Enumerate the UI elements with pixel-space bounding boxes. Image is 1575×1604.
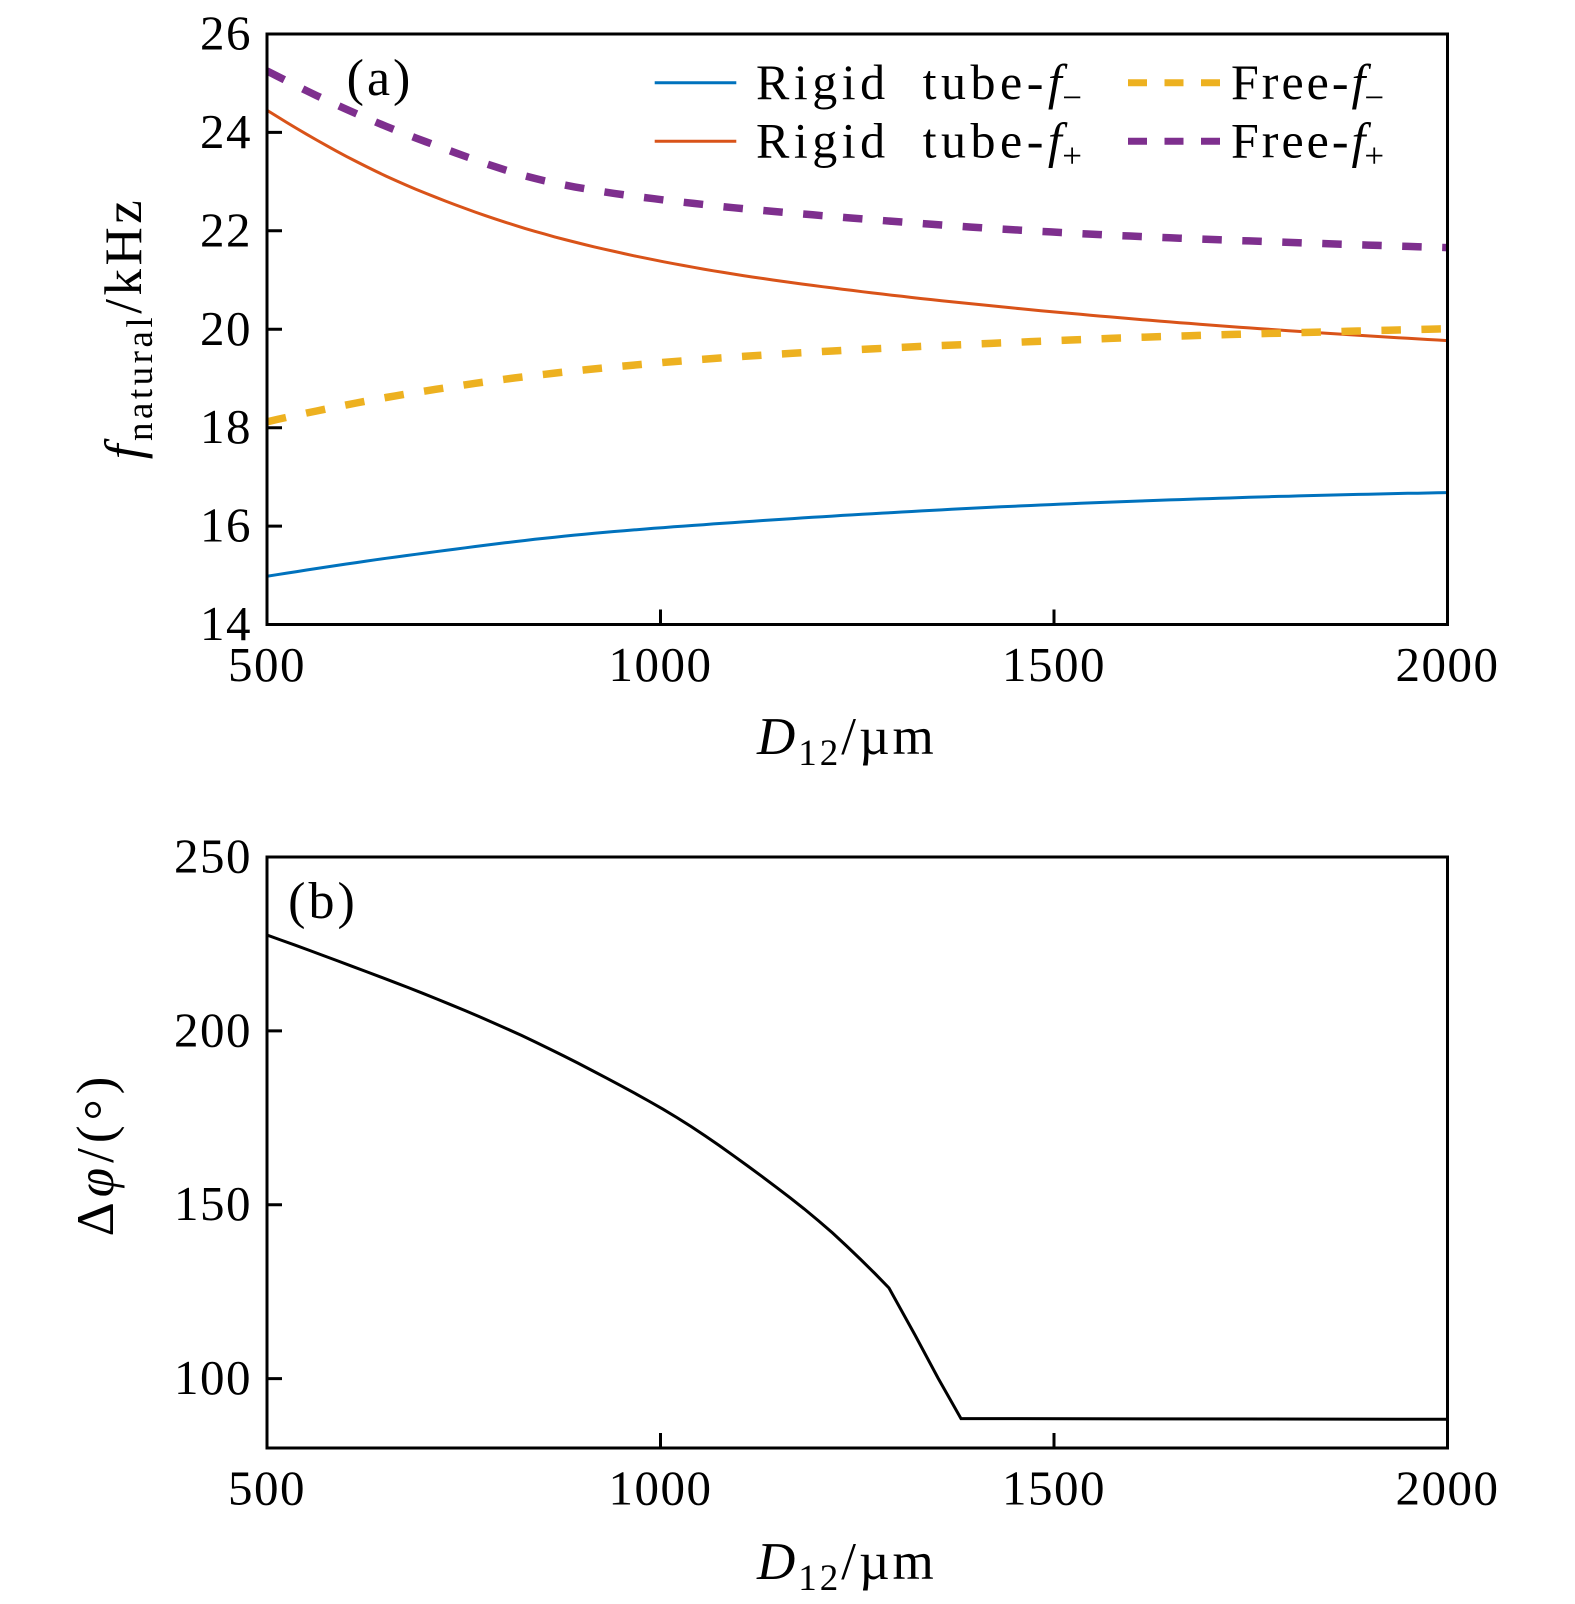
svg-text:(b): (b) [288, 873, 358, 930]
svg-text:Free-f+: Free-f+ [1231, 113, 1387, 176]
svg-text:1000: 1000 [609, 637, 713, 692]
svg-text:16: 16 [200, 498, 252, 553]
svg-text:14: 14 [200, 596, 252, 651]
svg-text:D12/µm: D12/µm [756, 1533, 937, 1599]
svg-text:(a): (a) [347, 50, 414, 107]
svg-text:D12/µm: D12/µm [756, 708, 937, 774]
svg-text:Free-f−: Free-f− [1231, 54, 1387, 117]
svg-text:100: 100 [174, 1350, 252, 1405]
svg-text:20: 20 [200, 301, 252, 356]
svg-text:1000: 1000 [609, 1461, 713, 1516]
svg-text:2000: 2000 [1396, 637, 1500, 692]
svg-text:500: 500 [228, 1461, 306, 1516]
svg-text:150: 150 [174, 1176, 252, 1231]
svg-text:22: 22 [200, 202, 252, 257]
svg-text:200: 200 [174, 1002, 252, 1057]
svg-text:24: 24 [200, 104, 252, 159]
svg-text:1500: 1500 [1002, 1461, 1106, 1516]
svg-text:2000: 2000 [1396, 1461, 1500, 1516]
svg-text:18: 18 [200, 399, 252, 454]
svg-text:250: 250 [174, 829, 252, 884]
svg-text:Δφ/(°): Δφ/(°) [67, 1072, 132, 1237]
svg-text:26: 26 [200, 6, 252, 61]
svg-text:Rigid tube-f−: Rigid tube-f− [756, 54, 1087, 117]
svg-text:fnatural/kHz: fnatural/kHz [95, 197, 161, 460]
svg-text:1500: 1500 [1002, 637, 1106, 692]
svg-text:Rigid tube-f+: Rigid tube-f+ [756, 113, 1087, 176]
svg-text:500: 500 [228, 637, 306, 692]
